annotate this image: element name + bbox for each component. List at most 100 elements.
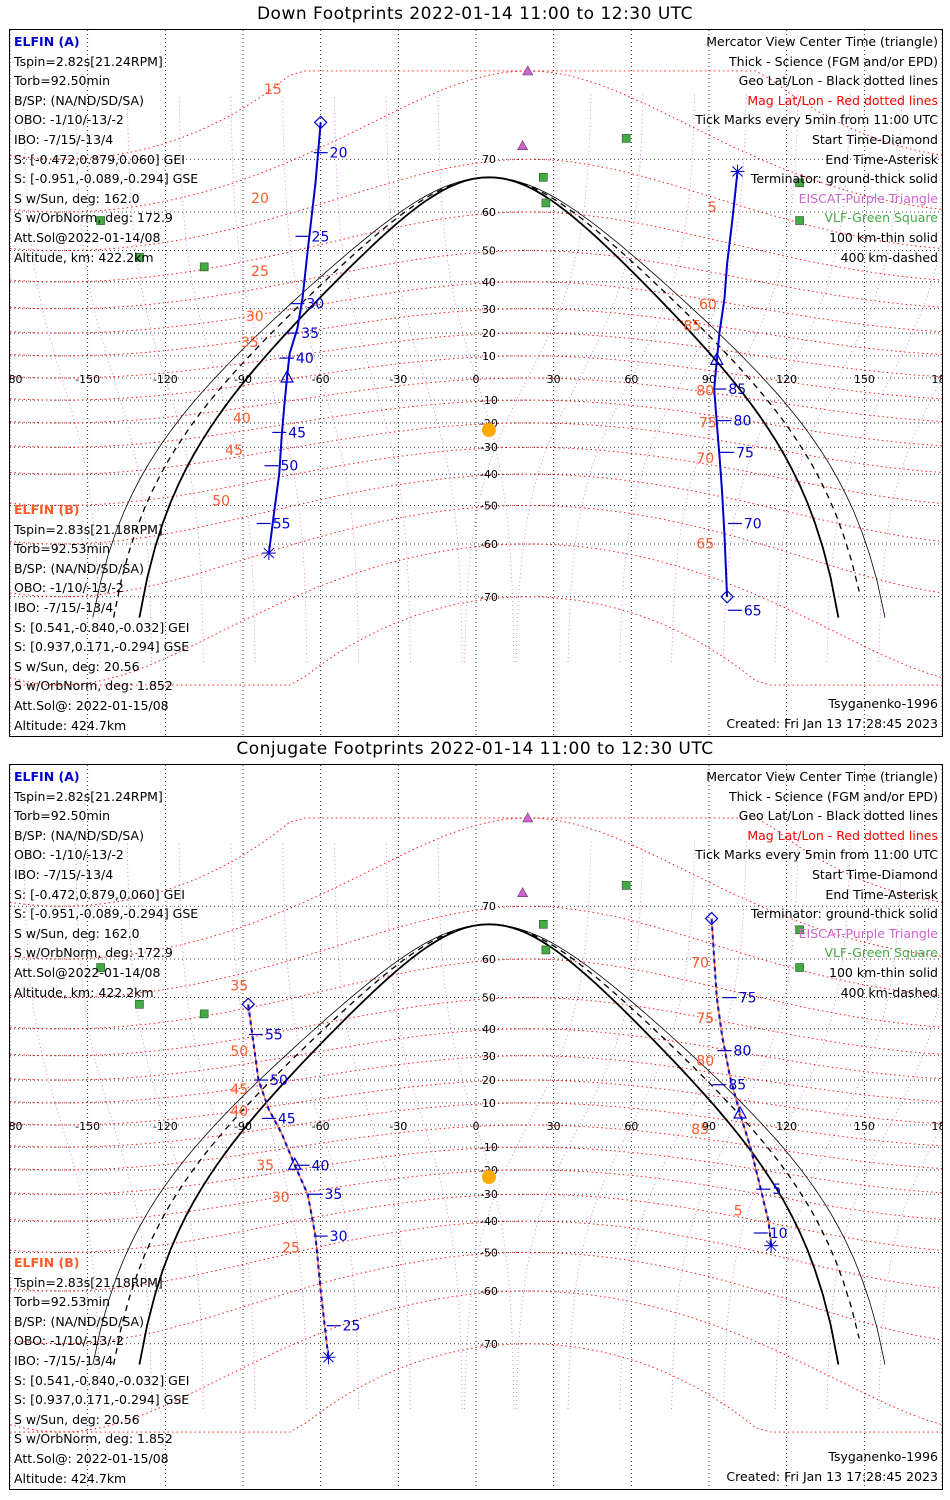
mag-parallel	[10, 997, 942, 1057]
sat-a-line: S w/OrbNorm, deg: 172.9	[14, 945, 173, 961]
model-label: Tsyganenko-1996	[828, 1449, 938, 1464]
mag-lat-label: 15	[264, 82, 282, 98]
legend: Mercator View Center Time (triangle) Thi…	[695, 767, 938, 1002]
mag-parallel	[10, 250, 942, 310]
lon-tick-label: -180	[10, 1120, 22, 1133]
down-footprints-panel: -180 -150 -120 -90 -60 -30 0 30 60 90 120 150 180 -70…	[9, 29, 943, 737]
track-tick-label: 25	[312, 229, 330, 245]
lat-tick-label: 10	[482, 350, 496, 363]
lon-tick-label: -90	[234, 1120, 252, 1133]
down-title: Down Footprints 2022-01-14 11:00 to 12:3…	[256, 4, 694, 24]
mag-lat-label: 85	[683, 319, 701, 335]
mag-parallel	[10, 211, 942, 283]
conjugate-footprints-map: -180 -150 -120 -90 -60 -30 0 30 60 90 120 150 180 -70…	[10, 765, 942, 1489]
model-label: Tsyganenko-1996	[828, 696, 938, 711]
sat-b-line: IBO: -7/15/-13/4	[14, 1352, 114, 1368]
vlf-square	[621, 881, 631, 890]
lat-tick-label: -50	[480, 1246, 498, 1259]
start-diamond	[241, 997, 256, 1012]
legend-item: VLF-Green Square	[824, 945, 938, 961]
sat-a-line: Torb=92.50min	[14, 808, 111, 824]
mag-lat-label: 25	[251, 264, 269, 280]
eiscat-triangle	[517, 140, 529, 151]
track-tick-label: 20	[330, 146, 348, 162]
lon-tick-label: -120	[153, 1120, 178, 1133]
mag-parallel	[10, 355, 942, 401]
down-footprints-map: -180 -150 -120 -90 -60 -30 0 30 60 90 120 150 180 -70…	[10, 30, 942, 736]
sat-a-line: OBO: -1/10/-13/-2	[14, 112, 124, 128]
track-tick-label: 55	[265, 1027, 283, 1043]
track-tick-label: 55	[273, 516, 291, 532]
sat-a-line: S w/Sun, deg: 162.0	[14, 925, 140, 941]
sat-a-info: ELFIN (A) Tspin=2.82s[21.24RPM] Torb=92.…	[14, 32, 198, 267]
mag-lat-label: 40	[233, 411, 251, 427]
vlf-square	[795, 216, 804, 225]
mag-lat-label: 50	[230, 1044, 248, 1060]
eiscat-triangle	[522, 812, 534, 823]
legend-item: EISCAT-Purple Triangle	[798, 925, 938, 941]
lat-tick-label: 60	[482, 953, 496, 966]
legend-item: VLF-Green Square	[824, 210, 938, 226]
sat-a-line: OBO: -1/10/-13/-2	[14, 847, 124, 863]
eiscat-triangle	[517, 887, 529, 898]
legend-item: 100 km-thin solid	[829, 229, 938, 245]
lat-tick-label: -40	[480, 1215, 498, 1228]
mag-lat-label: 70	[691, 956, 709, 972]
lat-tick-label: -10	[480, 1141, 498, 1154]
sat-b-info: ELFIN (B) Tspin=2.83s[21.18RPM] Torb=92.…	[14, 1253, 189, 1488]
sat-a-line: S: [-0.472,0.879,0.060] GEI	[14, 151, 185, 167]
lat-tick-label: 20	[482, 327, 496, 340]
vlf-square	[621, 134, 631, 143]
lat-tick-label: -30	[480, 441, 498, 454]
sat-b-line: Torb=92.53min	[14, 541, 111, 557]
lon-tick-label: 180	[932, 1120, 943, 1133]
vlf-square	[96, 963, 105, 972]
lat-tick-label: 50	[482, 992, 496, 1005]
legend-item: Tick Marks every 5min from 11:00 UTC	[695, 112, 938, 128]
vlf-square	[199, 1009, 209, 1019]
created-label: Created: Fri Jan 13 17:28:45 2023	[726, 716, 938, 731]
mag-parallel	[10, 281, 942, 334]
sat-b-line: S: [0.937,0.171,-0.294] GSE	[14, 639, 190, 655]
start-diamond	[313, 115, 328, 130]
track-tick-label: 40	[312, 1158, 330, 1174]
sat-b-line: Altitude: 424.7km	[14, 717, 127, 733]
sat-a-line: Att.Sol@2022-01-14/08	[14, 964, 161, 980]
sat-b-line: S: [0.937,0.171,-0.294] GSE	[14, 1392, 190, 1408]
mag-lat-label: 30	[272, 1190, 290, 1206]
mag-lat-label: 35	[256, 1158, 274, 1174]
lon-tick-label: 90	[702, 1120, 716, 1133]
mag-parallel	[10, 1079, 942, 1126]
sat-a-name: ELFIN (A)	[14, 34, 80, 49]
track-tick-label: 35	[324, 1187, 342, 1203]
elfin-b-track	[713, 171, 739, 597]
conjugate-footprints-panel: -180 -150 -120 -90 -60 -30 0 30 60 90 120 150 180 -70…	[9, 764, 943, 1490]
lon-tick-label: 180	[932, 373, 943, 386]
vlf-square	[541, 945, 551, 955]
mag-parallel	[10, 1343, 942, 1433]
lat-tick-label: -60	[480, 538, 498, 551]
terminator-400km	[112, 176, 860, 618]
lon-tick-label: 30	[547, 373, 561, 386]
legend-item: 400 km-dashed	[840, 249, 938, 265]
mag-lat-label: 35	[230, 979, 248, 995]
mag-lat-label: 30	[246, 309, 264, 325]
track-tick-label: 45	[288, 425, 306, 441]
track-tick-label: 5	[772, 1182, 781, 1198]
sat-b-name: ELFIN (B)	[14, 1255, 80, 1270]
mag-meridian	[464, 840, 592, 1410]
sat-b-line: Tspin=2.83s[21.18RPM]	[14, 521, 163, 537]
vlf-square	[539, 172, 548, 182]
mag-parallel	[10, 1102, 942, 1148]
lon-tick-label: 120	[776, 373, 797, 386]
track-overlay	[247, 1004, 329, 1358]
mag-parallel	[10, 399, 942, 448]
mag-parallel	[10, 70, 942, 213]
track-tick-label: 30	[306, 297, 324, 313]
mag-parallel	[10, 958, 942, 1030]
mag-lat-label: 25	[282, 1240, 300, 1256]
lat-tick-label: -30	[480, 1188, 498, 1201]
center-time-triangle	[709, 352, 724, 365]
sat-a-line: S: [-0.951,-0.089,-0.294] GSE	[14, 906, 199, 922]
mag-lat-label: 40	[230, 1104, 248, 1120]
